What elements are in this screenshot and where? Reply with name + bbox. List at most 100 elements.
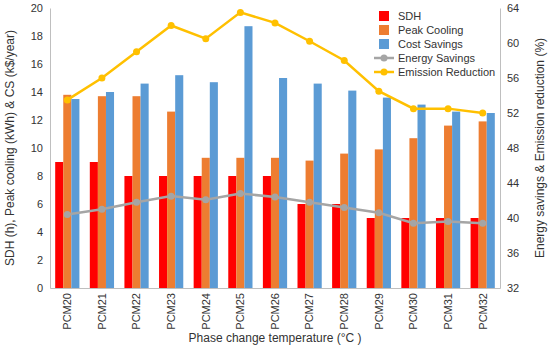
- tick-label: 8: [37, 170, 43, 182]
- marker: [479, 220, 486, 227]
- tick: 8: [37, 170, 50, 182]
- legend: SDHPeak CoolingCost SavingsEnergy Saving…: [374, 10, 495, 78]
- marker: [341, 57, 348, 64]
- marker: [64, 211, 71, 218]
- tick: 0: [37, 282, 50, 294]
- y2-axis: 323640444852566064: [500, 2, 519, 294]
- x-axis-title: Phase change temperature (°C ): [189, 331, 362, 345]
- bar: [332, 204, 340, 288]
- bar: [479, 121, 487, 288]
- bar: [228, 176, 236, 288]
- bar: [444, 126, 452, 288]
- tick: 18: [31, 30, 50, 42]
- tick-label: PCM29: [373, 293, 385, 330]
- tick-label: PCM26: [269, 293, 281, 330]
- bar: [375, 149, 383, 288]
- chart: 02468101214161820323640444852566064PCM20…: [0, 0, 550, 347]
- tick: 48: [500, 142, 519, 154]
- tick-label: 48: [507, 142, 519, 154]
- plot-area: [55, 9, 495, 288]
- marker: [202, 35, 209, 42]
- tick-label: PCM20: [61, 293, 73, 330]
- tick-label: 16: [31, 58, 43, 70]
- tick-label: 44: [507, 177, 519, 189]
- tick: 36: [500, 247, 519, 259]
- bar: [159, 176, 167, 288]
- bar: [279, 78, 287, 288]
- bar: [98, 96, 106, 288]
- tick: 6: [37, 198, 50, 210]
- tick-label: 0: [37, 282, 43, 294]
- tick-label: PCM21: [96, 293, 108, 330]
- legend-item: Energy Savings: [374, 52, 476, 64]
- legend-label: Energy Savings: [398, 52, 476, 64]
- marker: [272, 19, 279, 26]
- x-axis: PCM20PCM21PCM22PCM23PCM24PCM25PCM26PCM27…: [51, 288, 501, 330]
- tick-label: PCM24: [200, 293, 212, 330]
- tick-label: PCM23: [165, 293, 177, 330]
- tick: 44: [500, 177, 519, 189]
- marker: [202, 196, 209, 203]
- bar: [202, 158, 210, 288]
- bar: [487, 113, 495, 288]
- marker: [272, 194, 279, 201]
- bar: [236, 158, 244, 288]
- tick-label: 40: [507, 212, 519, 224]
- bar: [194, 176, 202, 288]
- marker: [133, 48, 140, 55]
- bar: [367, 218, 375, 288]
- bar: [271, 158, 279, 288]
- tick-label: 12: [31, 114, 43, 126]
- tick-label: 18: [31, 30, 43, 42]
- axis-line: [50, 9, 51, 289]
- tick-label: 52: [507, 107, 519, 119]
- legend-label: SDH: [398, 10, 421, 22]
- tick-label: 60: [507, 37, 519, 49]
- tick: 64: [500, 2, 519, 14]
- tick-label: PCM27: [303, 293, 315, 330]
- marker: [445, 105, 452, 112]
- bar: [418, 105, 426, 288]
- tick-label: PCM31: [442, 293, 454, 330]
- tick: PCM28: [338, 288, 350, 330]
- bar: [383, 98, 391, 288]
- tick-label: 64: [507, 2, 519, 14]
- tick: PCM23: [165, 288, 177, 330]
- tick-label: PCM25: [234, 293, 246, 330]
- bar: [210, 82, 218, 288]
- y-axis-title: SDH (h), Peak cooling (kWh) & CS (k$/yea…: [3, 30, 17, 266]
- bar-series: [71, 26, 494, 288]
- tick: PCM26: [269, 288, 281, 330]
- bar: [106, 92, 114, 288]
- tick-label: 10: [31, 142, 43, 154]
- bar: [348, 91, 356, 288]
- bar: [314, 84, 322, 288]
- line: [67, 12, 482, 113]
- tick-label: PCM28: [338, 293, 350, 330]
- tick: 10: [31, 142, 50, 154]
- bar: [141, 84, 149, 288]
- marker: [341, 204, 348, 211]
- bar: [124, 176, 132, 288]
- tick-label: 20: [31, 2, 43, 14]
- tick: PCM25: [234, 288, 246, 330]
- tick-label: 4: [37, 226, 43, 238]
- marker: [410, 220, 417, 227]
- marker: [168, 193, 175, 200]
- tick-label: 2: [37, 254, 43, 266]
- tick: 4: [37, 226, 50, 238]
- tick-label: 14: [31, 86, 43, 98]
- legend-marker: [381, 55, 388, 62]
- bar: [340, 154, 348, 288]
- axis-line: [51, 288, 501, 289]
- tick: PCM29: [373, 288, 385, 330]
- tick: 60: [500, 37, 519, 49]
- bar: [452, 112, 460, 288]
- tick-label: 32: [507, 282, 519, 294]
- tick-label: PCM32: [477, 293, 489, 330]
- bar: [471, 218, 479, 288]
- bar: [55, 162, 63, 288]
- legend-swatch: [379, 11, 389, 21]
- tick: 20: [31, 2, 50, 14]
- marker: [445, 218, 452, 225]
